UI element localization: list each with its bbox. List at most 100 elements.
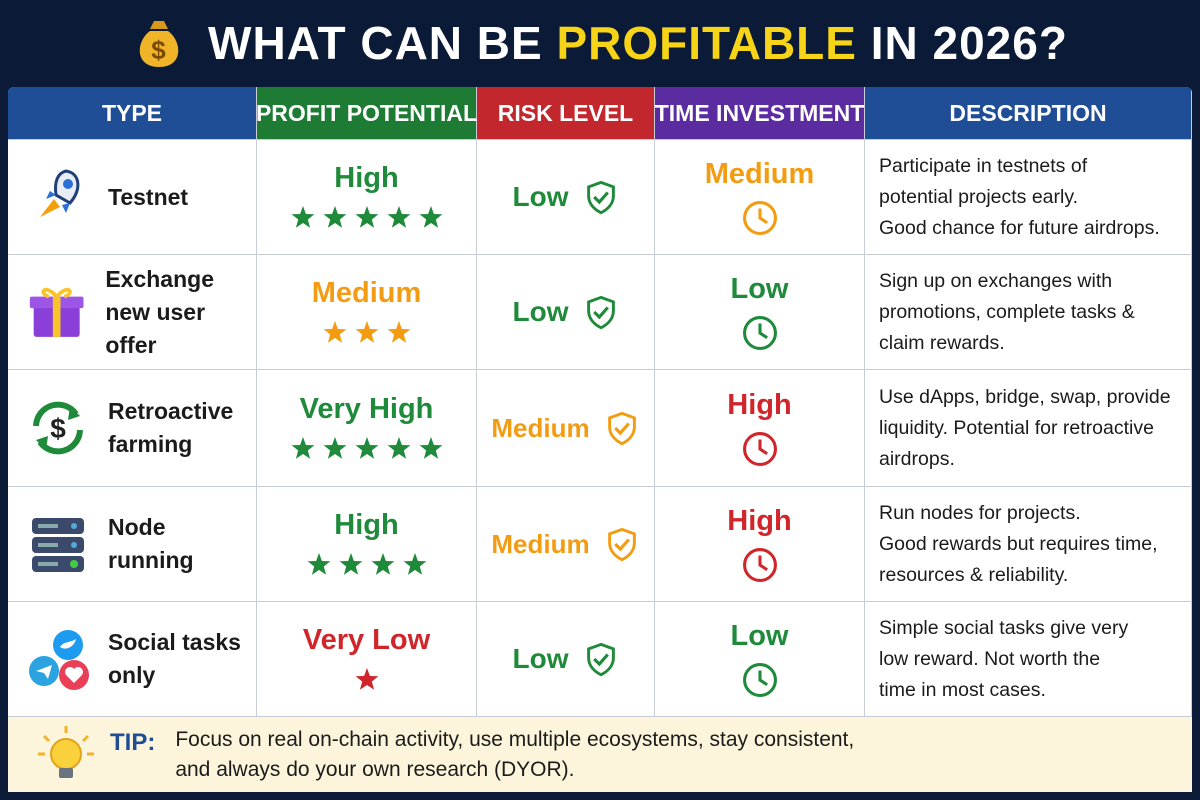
description-line: promotions, complete tasks & xyxy=(879,300,1135,323)
table-cell: Use dApps, bridge, swap, provide liquidit… xyxy=(865,370,1192,487)
tip-line: Focus on real on-chain activity, use mul… xyxy=(175,727,855,751)
icon-part xyxy=(42,734,51,742)
icon-part xyxy=(607,411,636,446)
shield-icon xyxy=(607,411,636,446)
table-cell: Low xyxy=(655,255,865,370)
description-line: Run nodes for projects. xyxy=(879,501,1081,524)
time-label: Low xyxy=(730,619,789,652)
table-cell: Social tasks only xyxy=(8,602,257,717)
star xyxy=(419,205,442,228)
star xyxy=(387,320,410,343)
icon-part xyxy=(613,422,630,436)
star xyxy=(339,552,362,575)
icon-part xyxy=(742,662,777,697)
type-icon xyxy=(29,630,89,690)
risk-label: Low xyxy=(512,181,569,212)
icon-part xyxy=(36,665,52,679)
table-cell: Exchange new user offer xyxy=(8,255,257,370)
shield-icon xyxy=(586,295,615,330)
type-line: new user offer xyxy=(105,298,206,358)
icon-part xyxy=(41,287,72,299)
icon-part xyxy=(613,538,630,552)
type-line: Node xyxy=(108,514,166,540)
header-cell: RISK LEVEL xyxy=(477,87,655,140)
table-cell: High xyxy=(655,487,865,602)
icon-part xyxy=(757,323,768,339)
stars xyxy=(291,436,442,459)
icon-part xyxy=(63,179,73,189)
description-line: airdrops. xyxy=(879,447,955,470)
star xyxy=(307,552,330,575)
title-highlight: PROFITABLE xyxy=(556,17,857,69)
title-part: IN 2026? xyxy=(856,17,1068,69)
table-cell: $ Retroactive farming xyxy=(8,370,257,487)
icon-part xyxy=(70,560,78,568)
type-icon: $ xyxy=(33,401,83,455)
star xyxy=(419,436,442,459)
icon-part xyxy=(52,296,61,337)
description-line: Use dApps, bridge, swap, provide xyxy=(879,385,1171,408)
table-cell: Low xyxy=(655,602,865,717)
table-cell: Node running xyxy=(8,487,257,602)
shield-icon xyxy=(607,527,636,562)
shield-icon xyxy=(586,642,615,677)
description-line: time in most cases. xyxy=(879,678,1046,701)
time-label: Medium xyxy=(704,157,815,190)
icon-part xyxy=(65,667,83,683)
table-cell: Sign up on exchanges with promotions, com… xyxy=(865,255,1192,370)
stars xyxy=(355,667,378,690)
icon-part: $ xyxy=(151,35,166,65)
icon-part xyxy=(36,406,80,450)
star xyxy=(355,667,378,690)
profit-label: Very High xyxy=(299,392,434,425)
icon-part xyxy=(81,734,90,742)
icon-part xyxy=(150,21,169,29)
header-label: RISK LEVEL xyxy=(497,99,634,126)
tip: TIP: Focus on real on-chain activity, us… xyxy=(8,717,1192,792)
table-cell: Medium xyxy=(655,140,865,255)
stars xyxy=(307,552,426,575)
stars xyxy=(291,205,442,228)
shield-icon xyxy=(586,180,615,215)
icon-part xyxy=(757,208,768,224)
icon-part xyxy=(38,725,94,755)
type-icon xyxy=(29,287,84,337)
description-line: low reward. Not worth the xyxy=(879,647,1101,670)
type-icon xyxy=(40,169,80,217)
title: $ WHAT CAN BE PROFITABLE IN 2026? xyxy=(0,0,1200,86)
profit-label: High xyxy=(334,508,399,541)
money-bag-icon: $ xyxy=(139,21,179,67)
time-label: High xyxy=(727,388,792,421)
type-name: Node running xyxy=(108,511,194,577)
stars xyxy=(323,320,410,343)
header-cell: DESCRIPTION xyxy=(865,87,1192,140)
clock-icon xyxy=(742,662,777,697)
time-label: Low xyxy=(730,272,789,305)
icon-part xyxy=(71,542,77,548)
type-name: Retroactive farming xyxy=(108,395,233,461)
icon-part xyxy=(50,737,82,770)
description-line: Participate in testnets of xyxy=(879,154,1088,177)
type-name: Exchange new user offer xyxy=(105,263,256,362)
risk-label: Low xyxy=(512,643,569,674)
icon-part xyxy=(586,295,615,330)
table-cell: Low xyxy=(477,140,655,255)
type-line: Social tasks xyxy=(108,629,241,655)
icon-part xyxy=(592,191,609,205)
profit-label: Very Low xyxy=(302,623,431,656)
type-line: farming xyxy=(108,431,193,457)
icon-part xyxy=(139,31,179,67)
icon-part xyxy=(607,527,636,562)
risk-label: Medium xyxy=(491,528,590,559)
type-line: running xyxy=(108,547,194,573)
icon-part xyxy=(586,642,615,677)
icon-part xyxy=(38,543,58,547)
table-cell: Medium xyxy=(477,370,655,487)
star xyxy=(355,436,378,459)
star xyxy=(291,436,314,459)
star xyxy=(387,205,410,228)
star xyxy=(323,436,346,459)
profit-label: High xyxy=(334,161,399,194)
icon-part xyxy=(742,547,777,582)
header-label: DESCRIPTION xyxy=(949,99,1107,126)
